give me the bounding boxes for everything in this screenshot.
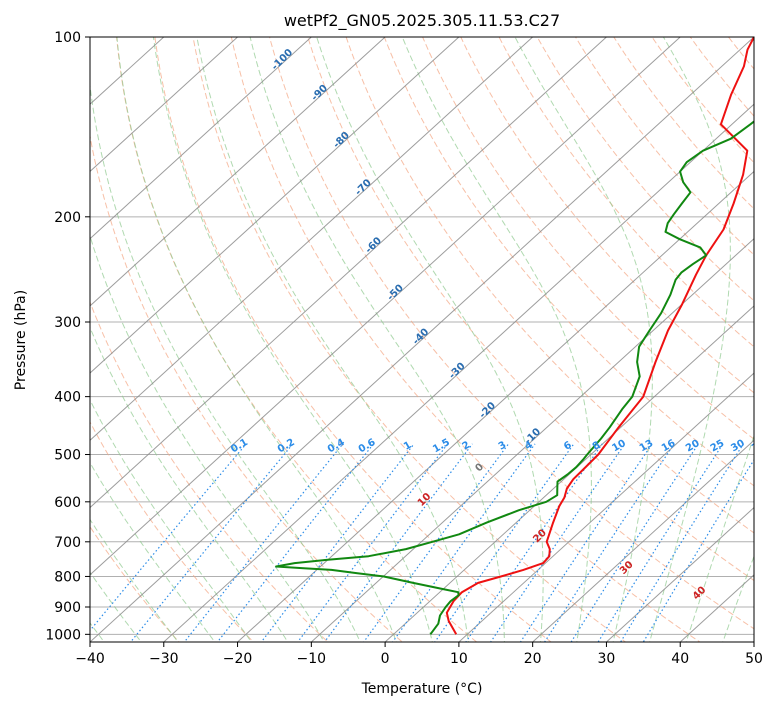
moist-adiabat-line [90,234,325,642]
dry-adiabat-line [422,37,754,440]
mixing-ratio-line [465,443,603,642]
moist-adiabat-line [401,37,592,642]
isotherm-line [90,37,313,240]
moist-adiabat-line [90,461,216,642]
mixing-ratio-line [260,443,415,642]
dry-adiabat-line [230,37,701,642]
moist-adiabat-line [722,554,754,642]
mixing-ratio-label: 4 [523,440,535,453]
dry-adiabat-line [651,37,754,164]
dry-adiabat-line [154,37,552,642]
isotherm-line [163,103,754,642]
x-tick-label: −30 [149,651,179,667]
mixing-ratio-line [519,443,653,642]
mixing-ratio-label: 3 [497,440,509,453]
dry-adiabat-line [90,300,329,642]
mixing-ratio-line [216,443,374,642]
isotherm-line [90,37,754,642]
dry-adiabats [90,37,754,642]
mixing-ratio-line [363,443,509,642]
dry-adiabat-line [613,37,754,210]
isotherm-line [605,506,754,642]
dry-adiabat-line [498,37,754,348]
isotherm-line [90,37,460,374]
isotherm-line [90,37,534,442]
mixing-ratio-label: 2 [461,440,473,453]
isotherm-line [458,372,754,642]
y-axis-label: Pressure (hPa) [13,290,29,390]
mixing-ratio-label: 8 [591,440,603,453]
dry-adiabat-line [192,37,627,642]
mixing-ratio-label: 1 [402,440,414,453]
mixing-ratio-line [296,443,449,642]
y-tick-label: 700 [54,535,81,551]
dry-adiabat-line [90,133,403,642]
mixing-ratio-line [183,443,344,642]
x-tick-label: −40 [75,651,105,667]
sounding-profiles [275,37,754,635]
dry-adiabat-line [460,37,754,394]
x-tick-label: 20 [524,651,542,667]
temperature-profile-line [445,37,754,635]
y-tick-label: 800 [54,569,81,585]
isotherm-line [90,37,239,173]
dry-adiabat-line [90,420,255,642]
mixing-ratio-lines [90,443,754,642]
y-tick-label: 600 [54,495,81,511]
x-tick-label: 0 [381,651,390,667]
x-axis-label: Temperature (°C) [361,681,483,697]
mixing-ratio-line [489,443,626,642]
plot-frame [89,36,755,643]
x-tick-label: 40 [671,651,689,667]
x-axis: −40 −30 −20 −10 0 10 20 30 40 50 [75,642,763,667]
isotherm-line [384,305,754,642]
x-tick-label: −10 [297,651,327,667]
x-tick-label: 10 [450,651,468,667]
isotherm-line [90,37,165,105]
moist-adiabat-line [90,326,289,642]
moist-adiabat-line [249,37,505,642]
isotherm-line [90,37,386,307]
mixing-ratio-label: 36 [750,438,768,455]
chart-title: wetPf2_GN05.2025.305.11.53.C27 [284,11,560,31]
mixing-ratio-line [642,458,754,642]
moist-adiabat-line [116,37,397,642]
y-axis: 1000 900 800 700 600 500 400 300 200 100 [45,30,90,643]
isotherms [90,37,754,642]
moist-adiabat-line [152,37,433,642]
y-tick-label: 200 [54,210,81,226]
x-tick-label: −20 [223,651,253,667]
y-tick-label: 500 [54,448,81,464]
moist-adiabat-line [649,37,731,642]
x-tick-label: 50 [745,651,763,667]
isotherm-line [90,37,608,509]
mixing-ratio-line [570,443,699,642]
moist-adiabat-line [685,434,754,642]
isotherm-line [90,37,681,576]
y-tick-label: 300 [54,315,81,331]
moist-adiabat-line [90,398,253,642]
dewpoint-profile-line [275,120,754,635]
moist-adiabat-line [316,37,544,642]
dry-adiabat-line [269,37,754,630]
y-tick-label: 100 [54,30,81,46]
moist-adiabat-line [90,81,361,642]
isotherm-line [236,170,754,642]
dry-adiabat-line [307,37,754,582]
y-tick-label: 1000 [45,627,81,643]
moist-adiabat-line [196,37,469,642]
y-tick-label: 400 [54,390,81,406]
mixing-ratio-line [323,443,473,642]
mixing-ratio-label: 6 [562,440,574,453]
moist-adiabats [90,37,754,642]
y-tick-label: 900 [54,600,81,616]
dry-adiabat-line [90,525,180,642]
plot-area: -100-90-80-70-60-50-40-30-20-10102030400… [90,37,768,642]
isotherm-line [531,439,754,642]
mixing-ratio-line [391,443,536,642]
dry-adiabat-line [574,37,754,256]
x-tick-label: 30 [598,651,616,667]
dry-adiabat-line [536,37,754,302]
